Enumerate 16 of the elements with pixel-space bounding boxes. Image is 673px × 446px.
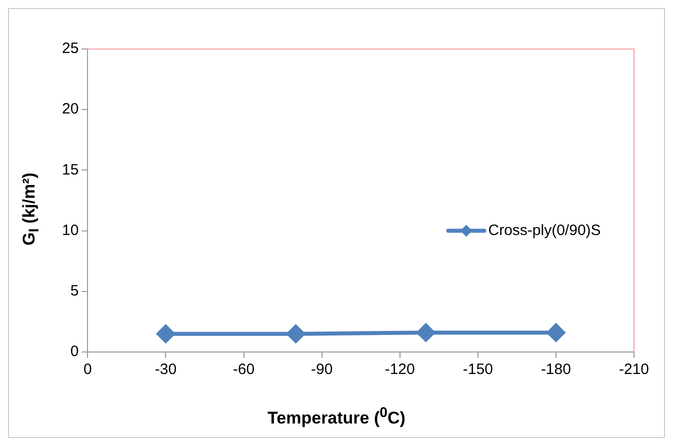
y-tick-label: 25 (62, 40, 79, 58)
x-axis-title: Temperature ($^{0}$C) (266, 405, 406, 429)
x-tick-label: 0 (84, 361, 92, 378)
y-tick-label: 10 (62, 222, 79, 239)
x-tick-label: -90 (310, 361, 333, 378)
y-tick-label: 20 (62, 100, 79, 118)
x-tick-label: -180 (540, 361, 571, 378)
y-tick-label: 0 (70, 343, 79, 360)
x-tick-label: -30 (154, 361, 177, 378)
x-tick-label: -150 (462, 361, 493, 378)
legend-label: Cross-ply(0/90)S (488, 222, 601, 239)
y-tick-label: 15 (62, 161, 79, 178)
x-tick-label: -60 (232, 361, 255, 378)
x-tick-label: -120 (384, 361, 415, 378)
x-tick-label: -210 (618, 361, 650, 378)
y-tick-label: 5 (70, 282, 79, 300)
